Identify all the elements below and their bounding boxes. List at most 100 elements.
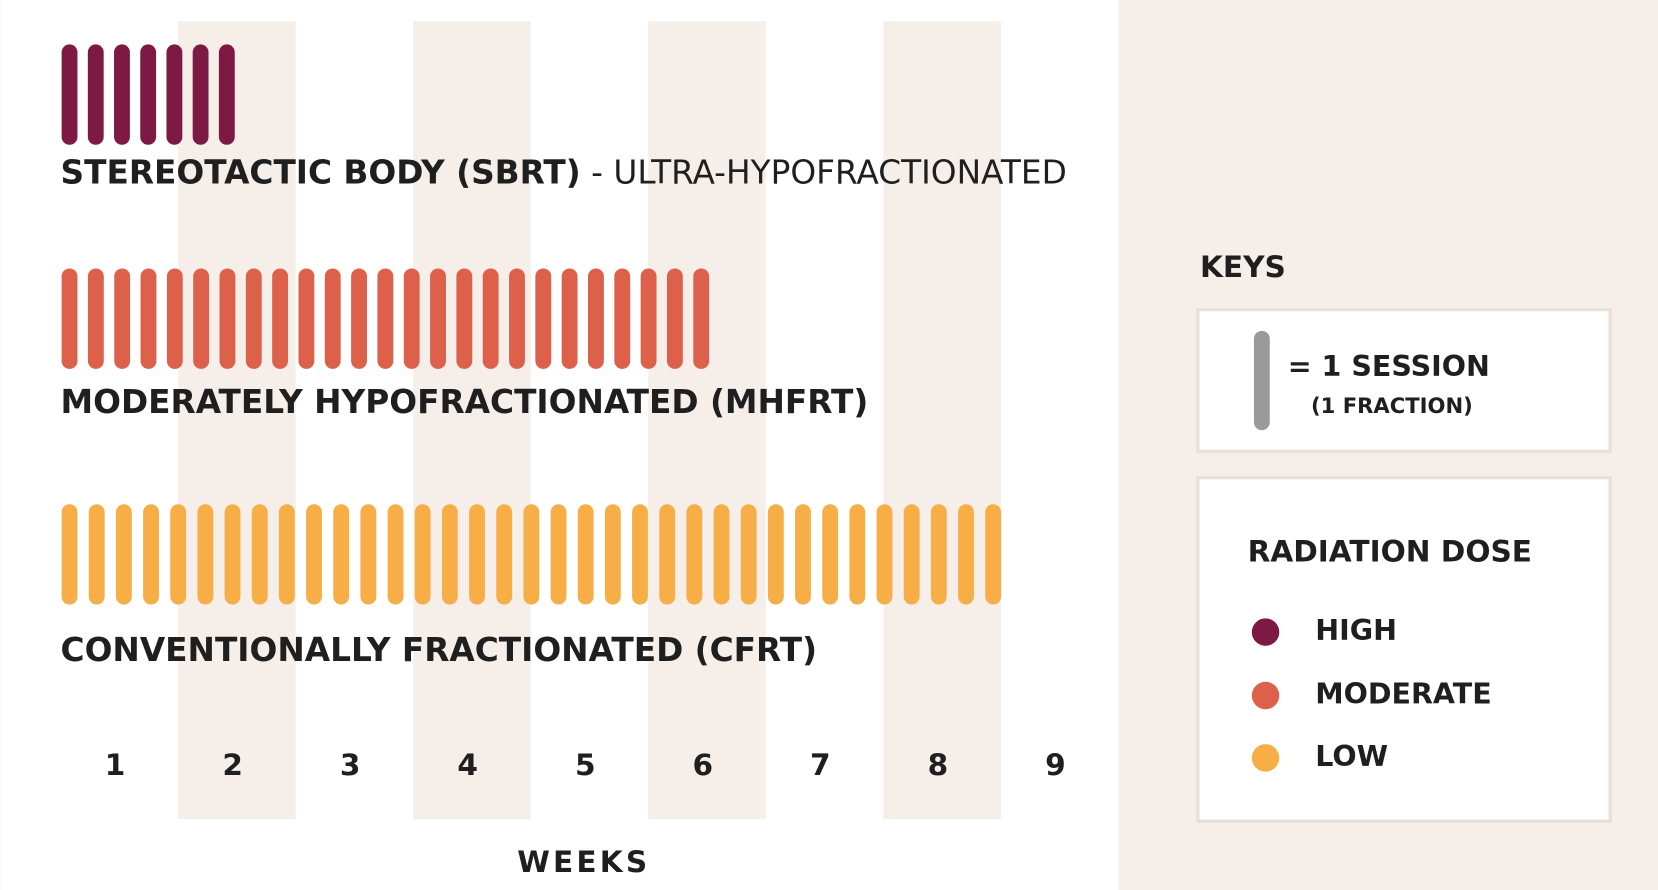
session-bar bbox=[278, 504, 295, 605]
session-bar bbox=[166, 44, 183, 145]
dose-key-title: RADIATION DOSE bbox=[1248, 534, 1532, 568]
session-bar bbox=[403, 268, 420, 369]
week-stripes bbox=[178, 21, 1001, 820]
session-bar bbox=[306, 504, 322, 605]
week-label: 9 bbox=[1045, 748, 1066, 782]
week-label: 6 bbox=[692, 748, 713, 782]
session-bar bbox=[795, 504, 811, 605]
dose-dot bbox=[1251, 618, 1280, 646]
week-label: 3 bbox=[340, 748, 361, 782]
session-bar bbox=[114, 44, 130, 145]
session-bar bbox=[170, 504, 187, 605]
session-bar bbox=[876, 504, 893, 605]
session-bar bbox=[360, 504, 377, 605]
week-label: 4 bbox=[457, 748, 478, 782]
session-bar bbox=[351, 268, 367, 369]
session-key-bar bbox=[1253, 330, 1270, 431]
week-stripe bbox=[648, 21, 766, 820]
fraction-key-label: (1 FRACTION) bbox=[1311, 393, 1473, 418]
week-label: 2 bbox=[222, 748, 243, 782]
session-bar bbox=[298, 268, 315, 369]
session-bar bbox=[333, 504, 350, 605]
session-bar bbox=[535, 268, 552, 369]
dose-legend: HIGH MODERATE LOW bbox=[1251, 614, 1492, 773]
session-bar bbox=[143, 504, 159, 605]
session-bar bbox=[251, 504, 268, 605]
session-bar bbox=[140, 44, 157, 145]
session-bar bbox=[115, 504, 132, 605]
row-label: MODERATELY HYPOFRACTIONATED (MHFRT) bbox=[61, 383, 869, 421]
session-bar bbox=[849, 504, 866, 605]
week-axis: 1 2 3 4 5 6 7 8 9 bbox=[105, 748, 1066, 782]
row-label: CONVENTIONALLY FRACTIONATED (CFRT) bbox=[61, 631, 818, 669]
session-bar bbox=[767, 504, 784, 605]
session-bar bbox=[193, 268, 210, 369]
row-label: STEREOTACTIC BODY (SBRT) - ULTRA-HYPOFRA… bbox=[61, 153, 1067, 191]
session-bar bbox=[114, 268, 131, 369]
session-bar bbox=[523, 504, 540, 605]
session-bar bbox=[509, 268, 525, 369]
session-bar bbox=[245, 268, 262, 369]
session-bar bbox=[140, 268, 157, 369]
session-bar bbox=[614, 268, 631, 369]
session-bar bbox=[197, 504, 214, 605]
dose-label: MODERATE bbox=[1315, 678, 1492, 711]
dose-label: LOW bbox=[1315, 740, 1388, 773]
session-bar bbox=[693, 268, 710, 369]
session-bar bbox=[496, 504, 513, 605]
session-bar bbox=[822, 504, 839, 605]
session-bar bbox=[224, 504, 241, 605]
week-stripe bbox=[178, 21, 296, 820]
session-bar bbox=[87, 44, 104, 145]
session-bar bbox=[632, 504, 648, 605]
session-bar bbox=[218, 44, 235, 145]
session-bar bbox=[561, 268, 578, 369]
x-axis-label: WEEKS bbox=[517, 845, 650, 879]
week-label: 1 bbox=[105, 748, 126, 782]
session-bar bbox=[377, 268, 394, 369]
session-bar bbox=[219, 268, 236, 369]
session-bar bbox=[166, 268, 183, 369]
dose-dot bbox=[1251, 744, 1280, 772]
session-bar bbox=[469, 504, 485, 605]
session-bar bbox=[577, 504, 594, 605]
session-bar bbox=[640, 268, 657, 369]
session-bar bbox=[61, 504, 78, 605]
session-bar bbox=[456, 268, 473, 369]
session-bar bbox=[713, 504, 730, 605]
week-label: 8 bbox=[928, 748, 949, 782]
session-bar bbox=[272, 268, 289, 369]
session-bar bbox=[740, 504, 757, 605]
session-bar bbox=[666, 268, 683, 369]
session-bar bbox=[61, 268, 78, 369]
week-label: 5 bbox=[575, 748, 596, 782]
session-bar bbox=[604, 504, 621, 605]
session-bar bbox=[550, 504, 567, 605]
session-bar bbox=[430, 268, 446, 369]
session-bar bbox=[324, 268, 341, 369]
session-bar bbox=[930, 504, 947, 605]
session-bar bbox=[686, 504, 703, 605]
row-label-bold: CONVENTIONALLY FRACTIONATED (CFRT) bbox=[61, 631, 818, 669]
session-bar bbox=[958, 504, 974, 605]
session-bar bbox=[903, 504, 920, 605]
row-label-bold: MODERATELY HYPOFRACTIONATED (MHFRT) bbox=[61, 383, 869, 421]
session-bar bbox=[387, 504, 404, 605]
session-bar bbox=[414, 504, 431, 605]
week-label: 7 bbox=[810, 748, 831, 782]
keys-title: KEYS bbox=[1200, 250, 1286, 284]
rows: STEREOTACTIC BODY (SBRT) - ULTRA-HYPOFRA… bbox=[61, 44, 1067, 669]
row-label-bold: STEREOTACTIC BODY (SBRT) bbox=[61, 153, 581, 191]
session-bar bbox=[88, 504, 105, 605]
row-label-rest: - ULTRA-HYPOFRACTIONATED bbox=[591, 153, 1067, 191]
session-bar bbox=[482, 268, 499, 369]
dose-label: HIGH bbox=[1315, 614, 1397, 647]
session-bar bbox=[985, 504, 1002, 605]
week-stripe bbox=[413, 21, 531, 820]
session-bar bbox=[588, 268, 604, 369]
dose-dot bbox=[1251, 681, 1280, 710]
session-bar bbox=[441, 504, 458, 605]
week-stripe bbox=[883, 21, 1001, 820]
